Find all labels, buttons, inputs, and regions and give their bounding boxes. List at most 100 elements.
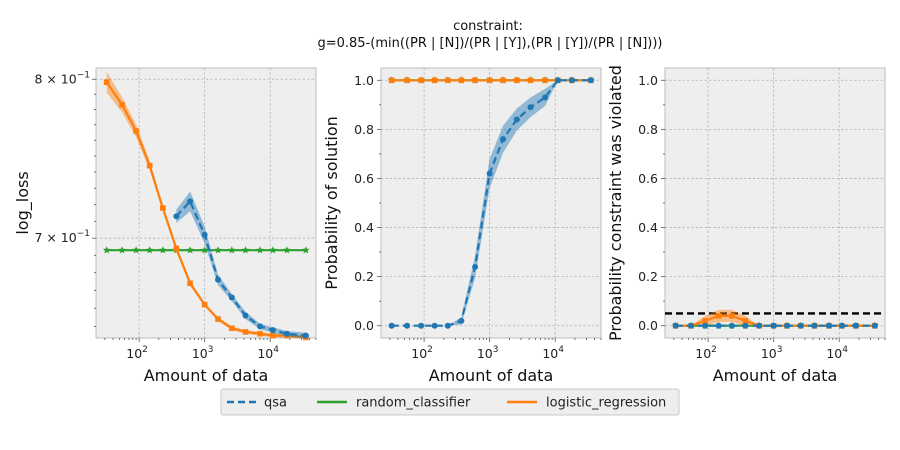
marker-logistic_regression <box>388 77 395 84</box>
marker-logistic_regression <box>133 128 139 134</box>
marker-qsa <box>568 77 575 84</box>
marker-qsa <box>458 317 465 324</box>
marker-qsa <box>742 322 749 329</box>
legend-item-logistic_regression: logistic_regression <box>507 396 666 411</box>
marker-logistic_regression <box>742 318 749 324</box>
marker-qsa <box>257 323 264 330</box>
y-tick-label: 0.0 <box>354 318 374 333</box>
series-qsa <box>173 191 309 339</box>
y-tick-mantissa: 8 × 10 <box>34 71 76 86</box>
series-qsa <box>672 322 878 329</box>
marker-qsa <box>215 276 222 283</box>
x-tick-exponent: 4 <box>558 345 564 355</box>
x-tick-exponent: 4 <box>273 345 279 355</box>
legend: qsa random_classifier logistic_regression <box>220 388 680 416</box>
marker-random_classifier <box>159 246 167 254</box>
marker-qsa <box>852 322 859 329</box>
marker-logistic_regression <box>472 77 478 84</box>
y-axis-label: Probability constraint was violated <box>606 65 625 341</box>
x-axis-label: Amount of data <box>713 366 838 385</box>
marker-qsa <box>811 322 818 329</box>
marker-qsa <box>444 322 451 329</box>
marker-qsa <box>418 322 425 329</box>
marker-qsa <box>838 322 845 329</box>
y-tick-label: 0.0 <box>638 318 658 333</box>
y-tick-label: 0.2 <box>354 269 374 284</box>
y-axis-label: log_loss <box>13 171 33 234</box>
marker-qsa <box>283 330 290 337</box>
marker-qsa <box>201 231 208 238</box>
marker-qsa <box>527 104 534 111</box>
x-tick-base: 10 <box>411 346 427 361</box>
marker-qsa <box>587 77 594 84</box>
y-tick-label: 7 × 10−1 <box>34 229 90 245</box>
y-tick-label: 8 × 10−1 <box>34 70 90 86</box>
x-tick-label: 104 <box>257 345 279 361</box>
marker-qsa <box>388 322 395 329</box>
marker-random_classifier <box>302 246 310 254</box>
x-tick-label: 103 <box>761 345 783 361</box>
marker-qsa <box>228 294 235 301</box>
plot-area <box>380 67 602 339</box>
marker-qsa <box>871 322 878 329</box>
x-tick-label: 102 <box>411 345 433 361</box>
marker-logistic_regression <box>500 77 506 84</box>
title-line-1: constraint: <box>453 19 523 34</box>
marker-logistic_regression <box>458 77 465 84</box>
x-tick-label: 102 <box>695 345 717 361</box>
legend-label-qsa: qsa <box>264 396 287 411</box>
x-tick-base: 10 <box>695 346 711 361</box>
marker-qsa <box>472 263 479 270</box>
marker-qsa <box>431 322 438 329</box>
marker-qsa <box>500 136 507 143</box>
marker-random_classifier <box>145 246 154 254</box>
x-tick-base: 10 <box>192 346 208 361</box>
marker-logistic_regression <box>431 77 438 84</box>
legend-label-logistic_regression: logistic_regression <box>546 396 666 411</box>
x-tick-base: 10 <box>257 346 273 361</box>
y-tick-mantissa: 7 × 10 <box>34 230 76 245</box>
band-qsa <box>176 191 306 339</box>
marker-qsa <box>702 322 709 329</box>
y-tick-label: 0.6 <box>354 171 374 186</box>
marker-logistic_regression <box>486 77 493 84</box>
marker-random_classifier <box>228 246 236 254</box>
marker-qsa <box>688 322 695 329</box>
marker-qsa <box>173 213 180 220</box>
marker-qsa <box>242 312 249 319</box>
marker-logistic_regression <box>201 301 208 308</box>
marker-logistic_regression <box>103 79 110 86</box>
marker-qsa <box>302 332 309 339</box>
marker-logistic_regression <box>702 318 708 324</box>
y-tick-exponent: −1 <box>77 70 90 80</box>
x-tick-exponent: 2 <box>427 345 433 355</box>
x-axis-label: Amount of data <box>429 366 554 385</box>
y-tick-label: 0.4 <box>354 220 374 235</box>
plot-area <box>664 67 886 339</box>
marker-random_classifier <box>118 246 126 254</box>
marker-logistic_regression <box>215 316 221 322</box>
marker-logistic_regression <box>445 77 451 84</box>
x-tick-base: 10 <box>542 346 558 361</box>
marker-qsa <box>784 322 791 329</box>
y-tick-label: 0.8 <box>638 122 658 137</box>
plot-area <box>95 67 317 339</box>
marker-random_classifier <box>256 246 264 254</box>
marker-random_classifier <box>241 246 250 254</box>
x-tick-base: 10 <box>826 346 842 361</box>
line-qsa <box>175 199 306 337</box>
y-tick-exponent: −1 <box>77 229 90 239</box>
marker-logistic_regression <box>173 245 180 252</box>
series-random_classifier <box>102 246 310 254</box>
marker-logistic_regression <box>729 313 735 319</box>
marker-qsa <box>486 170 493 177</box>
x-tick-exponent: 2 <box>142 345 148 355</box>
marker-logistic_regression <box>514 77 520 84</box>
legend-label-random_classifier: random_classifier <box>356 396 471 411</box>
marker-logistic_regression <box>527 77 534 84</box>
x-tick-exponent: 4 <box>842 345 848 355</box>
x-axis-label: Amount of data <box>144 366 269 385</box>
